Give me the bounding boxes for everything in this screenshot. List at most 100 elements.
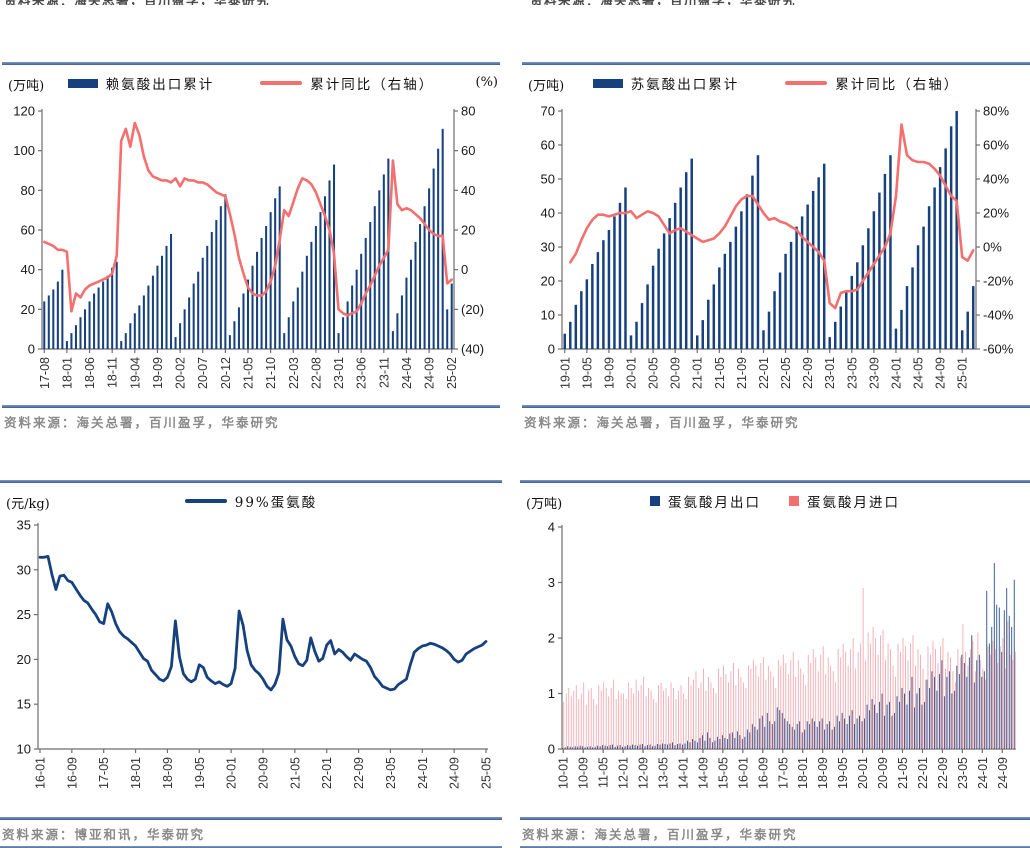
svg-text:24-09: 24-09	[996, 757, 1010, 789]
svg-text:20-09: 20-09	[257, 757, 271, 789]
chart-legend: 苏氨酸出口累计 累计同比（右轴）	[522, 73, 1030, 93]
legend-line-swatch-icon	[184, 499, 227, 503]
svg-text:23-06: 23-06	[355, 357, 369, 389]
svg-text:100: 100	[13, 143, 35, 158]
svg-text:18-01: 18-01	[796, 757, 810, 789]
svg-text:19-09: 19-09	[151, 357, 165, 389]
threonine-export-plot: 0 10 20 30 40 50 60 70 80% 60% 40% 20% 0% -20% -40% -60…	[541, 104, 1014, 389]
svg-text:20: 20	[461, 223, 475, 238]
legend-item-bars: 苏氨酸出口累计	[592, 73, 740, 93]
legend-line-swatch-icon	[785, 81, 828, 85]
svg-text:(40): (40)	[461, 342, 484, 357]
svg-text:21-09: 21-09	[735, 357, 749, 389]
legend-bar-swatch-icon	[67, 78, 98, 88]
divider-rule	[0, 846, 502, 848]
svg-text:20-01: 20-01	[625, 357, 639, 389]
svg-text:24-09: 24-09	[934, 357, 948, 389]
source-note: 资料来源：海关总署，百川盈孚，华泰研究	[524, 415, 800, 430]
legend-item-bars: 赖氨酸出口累计	[67, 73, 215, 93]
svg-text:60: 60	[461, 143, 475, 158]
svg-text:22-01: 22-01	[916, 757, 930, 789]
svg-text:19-04: 19-04	[128, 357, 142, 389]
svg-text:-60%: -60%	[983, 342, 1014, 357]
svg-text:18-06: 18-06	[83, 357, 97, 389]
svg-text:23-05: 23-05	[845, 357, 859, 389]
svg-text:15-05: 15-05	[716, 757, 730, 789]
svg-text:20-02: 20-02	[174, 357, 188, 389]
legend-item-export: 蛋氨酸月出口	[650, 491, 761, 511]
svg-text:16-01: 16-01	[736, 757, 750, 789]
svg-text:20: 20	[541, 274, 555, 289]
right-axis-unit: (%)	[475, 75, 499, 90]
source-note: 资料来源：博亚和讯，华泰研究	[2, 827, 206, 842]
svg-text:17-08: 17-08	[38, 357, 52, 389]
svg-text:60%: 60%	[983, 138, 1009, 153]
legend-label: 蛋氨酸月进口	[807, 495, 900, 511]
svg-text:22-01: 22-01	[320, 757, 334, 789]
svg-text:20-01: 20-01	[225, 757, 239, 789]
svg-text:10-09: 10-09	[577, 757, 591, 789]
svg-text:22-09: 22-09	[352, 757, 366, 789]
svg-text:24-04: 24-04	[400, 357, 414, 389]
svg-text:18-09: 18-09	[161, 757, 175, 789]
chart-header: (万吨) 赖氨酸出口累计 累计同比（右轴） (%)	[2, 65, 500, 103]
svg-text:21-05: 21-05	[896, 757, 910, 789]
left-axis-unit: (万吨)	[8, 79, 45, 94]
svg-text:20-05: 20-05	[647, 357, 661, 389]
svg-text:40: 40	[461, 183, 475, 198]
svg-text:40: 40	[541, 206, 555, 221]
methionine-price-plot: 10 15 20 25 30 35 16-01 16-09 17-05 18-01 18-09 19-…	[17, 518, 494, 789]
svg-text:35: 35	[17, 518, 31, 533]
svg-text:17-05: 17-05	[776, 757, 790, 789]
svg-text:11-05: 11-05	[597, 757, 611, 788]
svg-text:19-05: 19-05	[580, 357, 594, 389]
svg-text:1: 1	[548, 686, 555, 701]
svg-text:24-01: 24-01	[416, 757, 430, 789]
left-axis-unit: (万吨)	[526, 497, 563, 512]
svg-text:22-05: 22-05	[779, 357, 793, 389]
svg-text:23-01: 23-01	[823, 357, 837, 389]
svg-text:22-09: 22-09	[936, 757, 950, 789]
chart-panel-threonine-export: (万吨) 苏氨酸出口累计 累计同比（右轴） 0 10 20 30 40 50 60 70 80%…	[522, 62, 1030, 434]
svg-text:18-11: 18-11	[106, 357, 120, 388]
svg-text:22-08: 22-08	[309, 357, 323, 389]
svg-text:23-05: 23-05	[384, 757, 398, 789]
svg-text:25-05: 25-05	[480, 757, 494, 789]
svg-text:20: 20	[21, 302, 35, 317]
svg-text:0: 0	[461, 262, 468, 277]
svg-text:22-01: 22-01	[757, 357, 771, 389]
svg-text:30: 30	[17, 562, 31, 577]
svg-text:80: 80	[461, 104, 475, 119]
divider-rule	[2, 62, 500, 65]
svg-text:2: 2	[548, 631, 555, 646]
source-note: 资料来源：海关总署，百川盈孚，华泰研究	[522, 827, 798, 842]
legend-label: 蛋氨酸月出口	[668, 495, 761, 511]
svg-text:22-09: 22-09	[801, 357, 815, 389]
chart-legend: 赖氨酸出口累计 累计同比（右轴）	[2, 73, 500, 93]
svg-text:20-12: 20-12	[219, 357, 233, 389]
svg-text:12-01: 12-01	[617, 757, 631, 789]
chart-panel-methionine-price: (元/kg) 99%蛋氨酸 10 15 20 25 30 35 16-01 16-09 17-0…	[0, 480, 502, 848]
svg-text:60: 60	[21, 223, 35, 238]
svg-text:24-01: 24-01	[889, 357, 903, 389]
svg-text:23-01: 23-01	[332, 357, 346, 389]
chart-header: (万吨) 蛋氨酸月出口 蛋氨酸月进口	[520, 483, 1030, 517]
chart-header: (万吨) 苏氨酸出口累计 累计同比（右轴）	[522, 65, 1030, 103]
legend-square-swatch-icon	[789, 496, 799, 506]
svg-text:(20): (20)	[461, 302, 484, 317]
clipped-text: 资料来源：海关总署，百川盈孚，华泰研究	[4, 0, 424, 5]
svg-text:16-01: 16-01	[33, 757, 47, 789]
clipped-source-text-right: 资料来源：海关总署，百川盈孚，华泰研究	[530, 0, 950, 5]
divider-rule	[0, 480, 502, 483]
lysine-export-plot: 0 20 40 60 80 100 120 80 60 40 20 0 (20) (40) 17-08 18-…	[13, 104, 484, 389]
svg-text:24-01: 24-01	[976, 757, 990, 789]
svg-text:19-01: 19-01	[558, 357, 572, 389]
divider-rule	[520, 817, 1030, 820]
chart-header: (元/kg) 99%蛋氨酸	[0, 483, 502, 517]
svg-text:18-01: 18-01	[129, 757, 143, 789]
svg-text:23-11: 23-11	[377, 357, 391, 388]
svg-text:80%: 80%	[983, 104, 1009, 119]
svg-text:25-01: 25-01	[956, 357, 970, 389]
chart-panel-methionine-trade: (万吨) 蛋氨酸月出口 蛋氨酸月进口 0 1 2 3 4 10-01 10-09 11-05 1…	[520, 480, 1030, 848]
